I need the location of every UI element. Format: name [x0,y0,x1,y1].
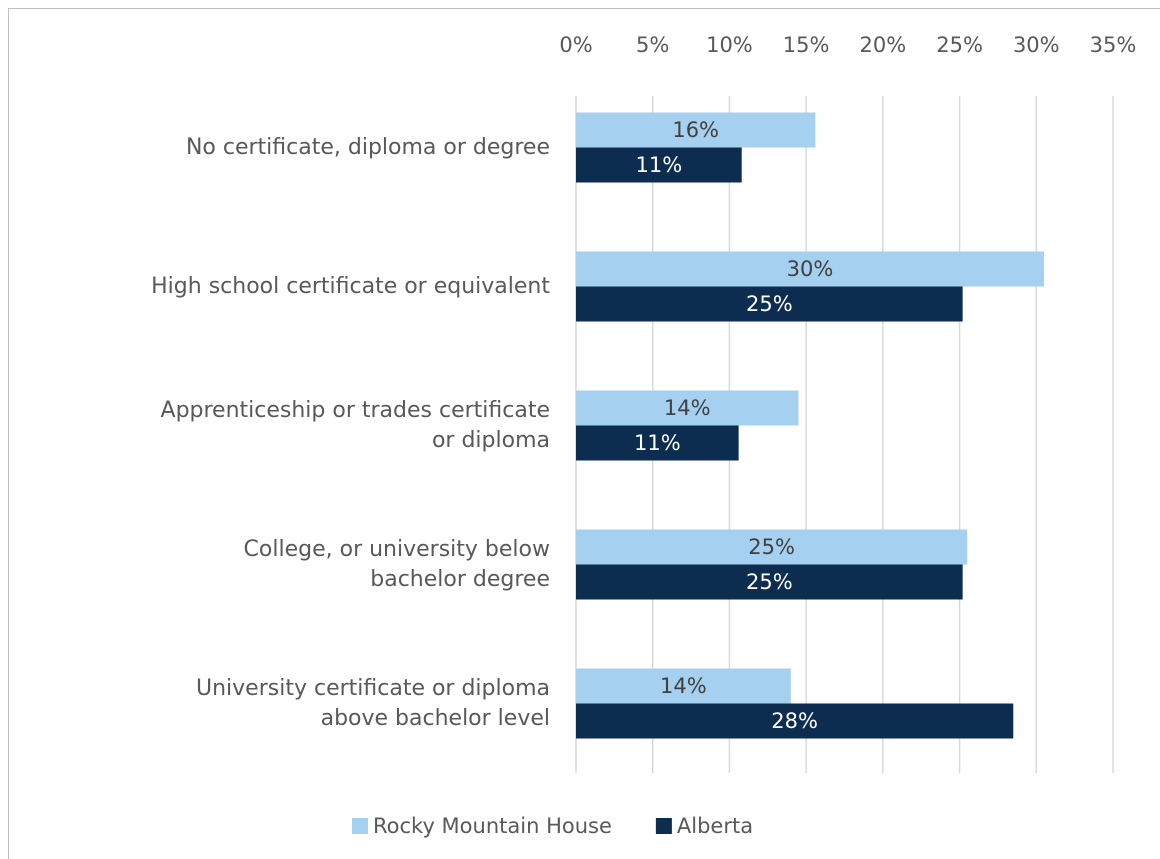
x-tick-label: 10% [706,33,753,57]
bar [576,251,1044,287]
x-tick-label: 25% [936,33,983,57]
data-label: 25% [748,535,795,559]
y-tick-label: Apprenticeship or trades certificate or … [160,397,550,453]
y-tick-label: University certificate or diploma above … [196,675,550,731]
data-label: 25% [746,292,793,316]
y-tick-label: No certificate, diploma or degree [185,134,550,160]
x-tick-label: 0% [559,33,592,57]
bar [576,529,968,565]
bar [576,390,799,426]
chart-frame [8,8,1160,859]
x-tick-label: 5% [636,33,669,57]
bar [576,286,963,322]
bar [576,112,816,148]
data-label: 28% [771,709,818,733]
data-label: 11% [634,431,681,455]
x-tick-label: 15% [783,33,830,57]
y-tick-label: College, or university below bachelor de… [243,536,550,592]
data-label: 25% [746,570,793,594]
legend-swatch [352,818,368,834]
data-label: 11% [636,153,683,177]
legend-label: Rocky Mountain House [373,814,612,838]
data-label: 30% [787,257,834,281]
legend-label: Alberta [677,814,753,838]
y-tick-label: High school certificate or equivalent [151,273,550,299]
data-label: 14% [660,674,707,698]
legend-swatch [655,818,672,834]
data-label: 14% [664,396,711,420]
bar [576,147,742,183]
data-label: 16% [672,118,719,142]
x-tick-label: 30% [1013,33,1060,57]
bar [576,668,791,704]
bar [576,703,1014,739]
x-tick-label: 35% [1090,33,1137,57]
x-tick-label: 20% [860,33,907,57]
bar [576,564,963,600]
bar [576,425,739,461]
